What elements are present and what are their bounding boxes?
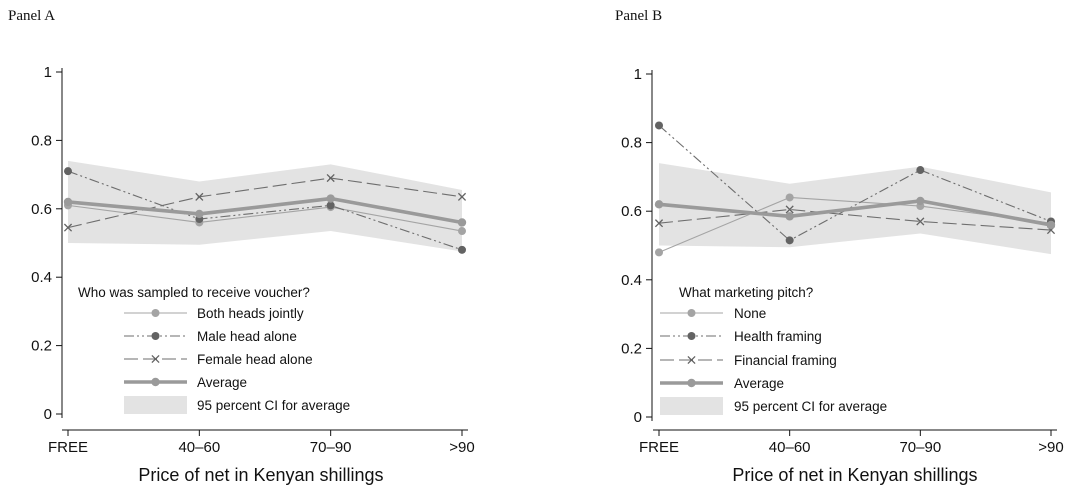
panel-b-series-health-framing-point <box>785 236 794 245</box>
panel-b-plot: 0 0.2 0.4 0.6 0.8 1 FREE 40–60 70–90 >90 <box>621 66 1064 456</box>
panel-b-legend-health-framing-label: Health framing <box>734 329 822 344</box>
panel-a-series-both-heads-jointly-point <box>458 227 466 236</box>
panel-a-legend-female-head-alone-marker <box>151 354 160 364</box>
panel-a-series-average-line <box>67 196 463 225</box>
panel-a-series-female-head-alone-point <box>63 223 73 232</box>
panel-a-legend-ci-swatch <box>124 396 187 414</box>
panel-b-series-none-point <box>785 193 794 202</box>
panel-a-series-average-point <box>195 209 204 219</box>
panel-b-series-average-point <box>916 196 925 206</box>
panel-a-series-male-head-alone-point <box>64 167 72 176</box>
panel-b-legend-ci-swatch <box>660 397 723 415</box>
panel-b-legend-financial-framing-label: Financial framing <box>734 353 837 368</box>
panel-a-legend-both-heads-jointly-label: Both heads jointly <box>197 306 304 321</box>
panel-a-y-tick-label: 0 <box>44 406 52 423</box>
panel-a-legend-ci-label: 95 percent CI for average <box>197 398 350 413</box>
panel-a-x-tick-label: >90 <box>449 439 474 456</box>
panel-a-legend: Who was sampled to receive voucher? Both… <box>78 285 350 414</box>
panel-a-x-tick-label: 40–60 <box>178 439 220 456</box>
panel-a-x-tick-label: FREE <box>48 439 88 456</box>
panel-a: Panel A Price of net in Kenyan shillings… <box>8 8 475 485</box>
panel-a-series-average-point <box>63 197 73 207</box>
panel-b-legend-title: What marketing pitch? <box>679 285 813 300</box>
panel-a-title: Panel A <box>8 8 55 24</box>
panel-a-series-male-head-alone-point <box>458 245 466 254</box>
panel-b-series-financial-framing-line <box>658 208 1052 231</box>
panel-a-xlabel: Price of net in Kenyan shillings <box>138 465 383 485</box>
panel-a-y-tick-label: 0.2 <box>31 338 52 355</box>
panel-a-y-tick-label: 0.8 <box>31 132 52 149</box>
panel-b-legend-ci-label: 95 percent CI for average <box>734 399 887 414</box>
panel-a-series-female-head-alone-line <box>67 177 463 229</box>
panel-a-series-male-head-alone-line <box>67 170 463 251</box>
panel-b-legend-financial-framing-marker <box>687 355 696 365</box>
panel-b-x-tick-label: FREE <box>639 439 679 456</box>
panel-a-series-female-head-alone-point <box>326 173 335 183</box>
panel-b-x-tick-label: >90 <box>1038 439 1063 456</box>
panel-b-series-financial-framing-point <box>785 205 794 214</box>
panel-b-series-financial-framing-point <box>916 217 925 226</box>
panel-b-series-average-point <box>654 200 664 209</box>
panel-b-legend: What marketing pitch? None Health framing… <box>660 285 887 415</box>
panel-b-legend-none-label: None <box>734 306 766 321</box>
panel-a-legend-male-head-alone-marker <box>151 332 160 340</box>
panel-a-y-tick-label: 0.6 <box>31 201 52 218</box>
panel-b-y-tick-label: 1 <box>634 66 642 83</box>
panel-a-series-female-head-alone-point <box>195 192 204 201</box>
panel-b-y-tick-label: 0.4 <box>621 272 642 289</box>
panel-b-series-average-point <box>1046 220 1056 230</box>
panel-a-legend-female-head-alone-label: Female head alone <box>197 352 313 367</box>
panel-a-series-average-point <box>326 194 335 203</box>
panel-b-series-health-framing-point <box>655 121 663 130</box>
panel-b-legend-average-label: Average <box>734 376 784 391</box>
panel-a-legend-both-heads-jointly-marker <box>151 309 160 317</box>
panel-b: Panel B Price of net in Kenyan shillings… <box>615 8 1064 485</box>
panel-b-series-average-point <box>785 212 794 221</box>
panel-a-legend-male-head-alone-label: Male head alone <box>197 329 297 344</box>
panel-b-series-health-framing-line <box>658 125 1052 241</box>
panel-a-y-tick-label: 1 <box>44 64 52 81</box>
panel-a-legend-average-marker <box>151 377 160 387</box>
panel-a-plot: 0 0.2 0.4 0.6 0.8 1 FREE 40–60 70–90 >90 <box>31 64 475 456</box>
panel-a-legend-average-label: Average <box>197 375 247 390</box>
panel-b-y-tick-label: 0.2 <box>621 340 642 357</box>
panel-b-series-average-line <box>658 199 1052 227</box>
panel-a-series-male-head-alone-point <box>326 201 335 210</box>
panel-a-series-female-head-alone-point <box>457 192 467 201</box>
panel-b-legend-none-marker <box>687 309 696 317</box>
panel-b-series-financial-framing-point <box>654 219 664 228</box>
panel-b-legend-average-marker <box>687 378 696 388</box>
panel-b-x-tick-label: 40–60 <box>769 439 811 456</box>
panel-a-legend-title: Who was sampled to receive voucher? <box>78 285 310 300</box>
panel-b-title: Panel B <box>615 8 662 24</box>
panel-b-legend-health-framing-marker <box>687 332 696 340</box>
panel-b-xlabel: Price of net in Kenyan shillings <box>732 465 977 485</box>
panel-b-series-health-framing-point <box>916 166 925 175</box>
panel-b-y-tick-label: 0.6 <box>621 203 642 220</box>
panel-a-series-average-point <box>457 218 467 227</box>
panel-a-y-tick-label: 0.4 <box>31 269 52 286</box>
panel-a-x-tick-label: 70–90 <box>310 439 352 456</box>
panel-b-y-tick-label: 0.8 <box>621 135 642 152</box>
panel-a-series-both-heads-jointly-line <box>67 204 463 232</box>
panel-b-series-none-point <box>655 248 663 257</box>
panel-b-y-tick-label: 0 <box>634 409 642 426</box>
panel-b-x-tick-label: 70–90 <box>899 439 941 456</box>
